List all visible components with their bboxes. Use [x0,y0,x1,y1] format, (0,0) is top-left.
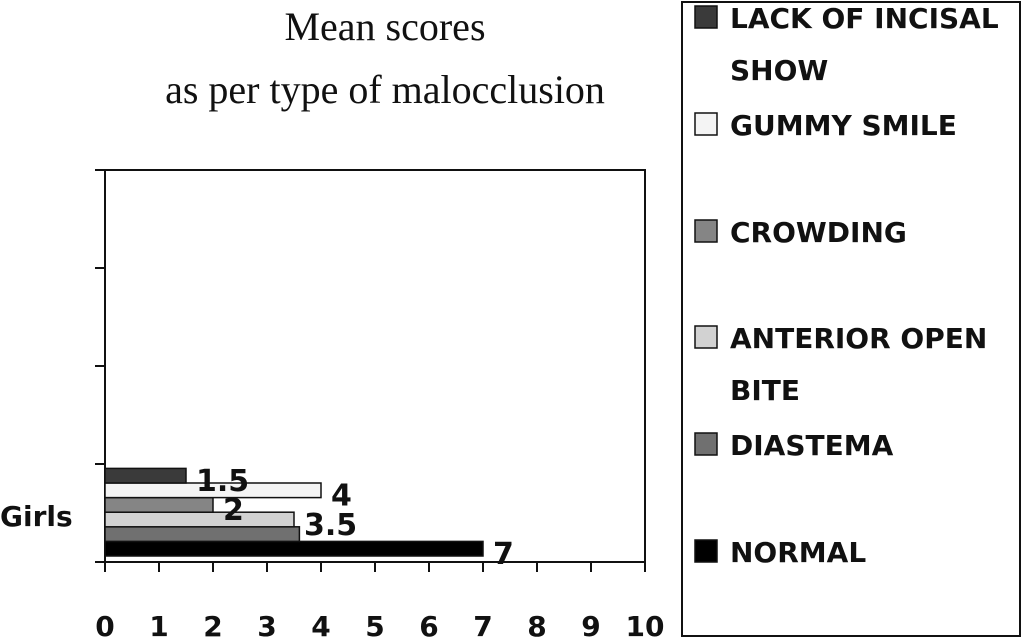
legend-label: ANTERIOR OPEN [730,322,987,355]
data-label-anterior-open-bite: 3.5 [304,508,357,543]
legend-label: BITE [730,374,800,407]
legend-label: GUMMY SMILE [730,109,957,142]
legend-item-anterior-open-bite: ANTERIOR OPEN BITE [694,322,987,407]
category-label: Girls [0,500,73,533]
data-label-lack-of-incisal-show: 1.5 [196,464,249,499]
legend-item-normal: NORMAL [694,536,866,569]
legend-item-gummy-smile: GUMMY SMILE [694,109,957,142]
x-tick-label: 4 [311,610,330,640]
bar-crowding [104,496,214,513]
legend-swatch [694,539,718,563]
legend-item-diastema: DIASTEMA [694,429,894,462]
bar-anterior-open-bite [104,511,295,528]
legend-swatch [694,219,718,243]
legend: LACK OF INCISAL SHOW GUMMY SMILE CROWDING AN… [694,2,999,569]
chart-title-line-1: Mean scores [284,4,485,49]
chart-title-line-2: as per type of malocclusion [165,67,605,112]
category-labels: Girls [0,500,73,533]
data-label-normal: 7 [493,537,514,572]
x-tick-label: 0 [95,610,114,640]
x-tick-label: 3 [257,610,276,640]
bar-lack-of-incisal-show [104,467,187,484]
legend-swatch [694,432,718,456]
legend-label: LACK OF INCISAL [730,2,999,35]
data-label-gummy-smile: 4 [331,479,352,514]
bar-diastema [104,526,301,543]
legend-item-lack-of-incisal-show: LACK OF INCISAL SHOW [694,2,999,87]
legend-swatch [694,5,718,29]
bar-normal [104,540,484,557]
legend-label: SHOW [730,54,828,87]
legend-swatch [694,325,718,349]
x-tick-label: 6 [419,610,438,640]
x-tick-label: 2 [203,610,222,640]
x-tick-label: 10 [626,610,665,640]
legend-swatch [694,112,718,136]
x-axis: 0 1 2 3 4 5 6 7 8 9 10 [95,561,665,640]
x-tick-label: 7 [473,610,492,640]
bar-gummy-smile [104,482,322,499]
chart-title: Mean scores as per type of malocclusion [165,4,605,112]
legend-label: DIASTEMA [730,429,894,462]
x-tick-label: 1 [149,610,168,640]
legend-box [681,1,1021,637]
x-tick-label: 9 [581,610,600,640]
x-tick-label: 5 [365,610,384,640]
bars [104,467,484,557]
data-labels: 7 3.5 2 4 1.5 [196,464,514,572]
legend-label: NORMAL [730,536,866,569]
y-axis [95,169,106,563]
data-label-crowding: 2 [223,493,244,528]
legend-label: CROWDING [730,216,907,249]
x-tick-label: 8 [527,610,546,640]
legend-item-crowding: CROWDING [694,216,907,249]
